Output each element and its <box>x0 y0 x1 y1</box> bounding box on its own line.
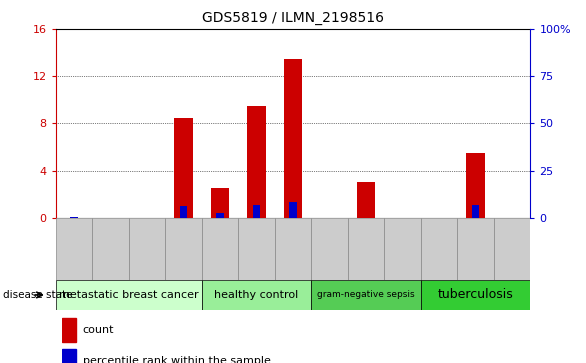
Bar <box>289 202 297 218</box>
Text: gram-negative sepsis: gram-negative sepsis <box>317 290 415 299</box>
Text: percentile rank within the sample: percentile rank within the sample <box>83 356 271 363</box>
Bar <box>202 280 311 310</box>
Bar <box>62 349 76 363</box>
Bar <box>421 218 457 280</box>
Bar <box>239 218 275 280</box>
Bar <box>311 218 347 280</box>
Bar <box>56 218 92 280</box>
Bar <box>384 218 421 280</box>
Bar <box>472 205 479 218</box>
Bar <box>494 218 530 280</box>
Text: healthy control: healthy control <box>214 290 299 300</box>
Bar <box>129 218 165 280</box>
Bar <box>202 218 239 280</box>
Bar <box>284 58 302 218</box>
Bar <box>466 153 485 218</box>
Text: tuberculosis: tuberculosis <box>438 289 513 301</box>
Bar <box>180 205 187 218</box>
Bar <box>70 217 77 218</box>
Bar <box>62 318 76 342</box>
Bar <box>216 213 224 218</box>
Bar <box>56 280 202 310</box>
Bar <box>253 205 260 218</box>
Bar <box>247 106 265 218</box>
Text: disease state: disease state <box>3 290 73 300</box>
Bar <box>357 182 375 218</box>
Bar <box>211 188 229 218</box>
Bar <box>175 118 193 218</box>
Text: metastatic breast cancer: metastatic breast cancer <box>59 290 199 300</box>
Bar <box>165 218 202 280</box>
Bar <box>347 218 384 280</box>
Title: GDS5819 / ILMN_2198516: GDS5819 / ILMN_2198516 <box>202 11 384 25</box>
Bar <box>92 218 129 280</box>
Bar <box>311 280 421 310</box>
Bar <box>457 218 494 280</box>
Bar <box>275 218 311 280</box>
Text: count: count <box>83 325 114 335</box>
Bar <box>421 280 530 310</box>
